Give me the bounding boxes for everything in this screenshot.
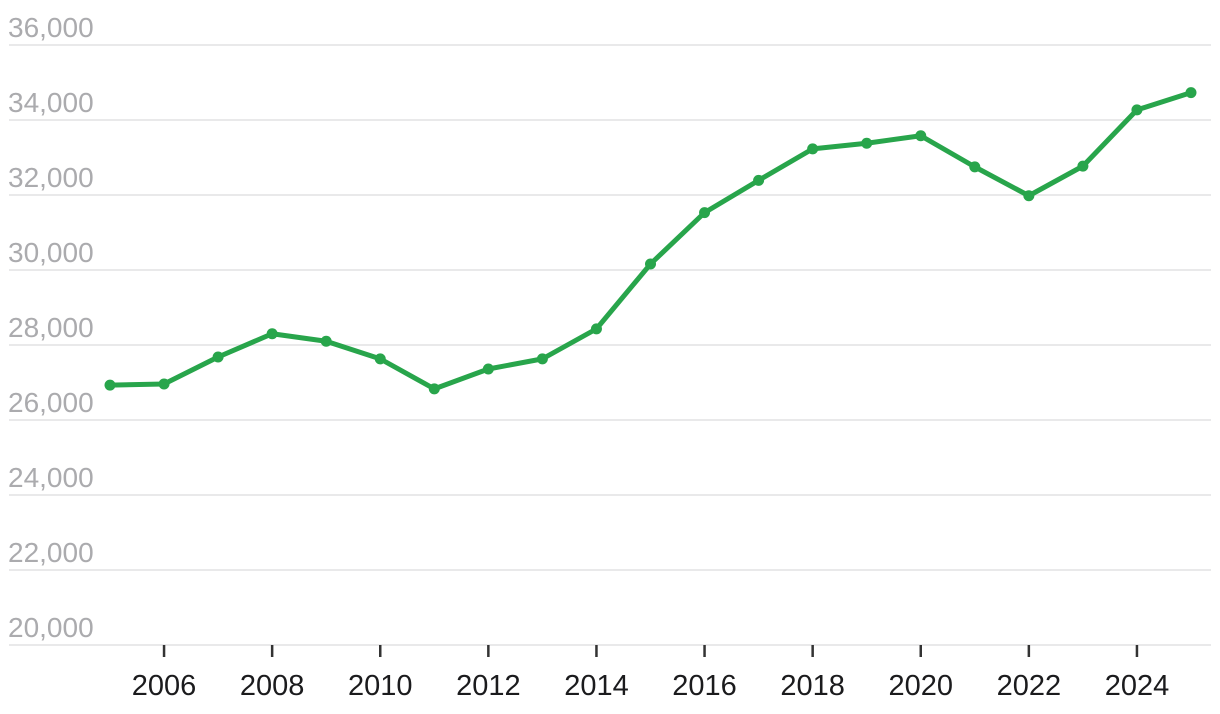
data-point bbox=[699, 207, 711, 219]
data-point bbox=[1131, 104, 1143, 116]
data-point bbox=[753, 174, 765, 186]
data-point bbox=[374, 353, 386, 365]
y-tick-label: 26,000 bbox=[8, 387, 94, 418]
data-point bbox=[536, 353, 548, 365]
data-point bbox=[158, 378, 170, 390]
x-tick-label: 2016 bbox=[672, 670, 737, 702]
data-point bbox=[1185, 87, 1197, 99]
x-tick-label: 2012 bbox=[456, 670, 521, 702]
x-tick-label: 2024 bbox=[1105, 670, 1170, 702]
y-tick-label: 28,000 bbox=[8, 312, 94, 343]
data-point bbox=[212, 351, 224, 363]
data-point bbox=[915, 130, 927, 142]
data-point bbox=[1077, 160, 1089, 172]
x-tick-label: 2022 bbox=[997, 670, 1062, 702]
data-point bbox=[482, 363, 494, 375]
data-point bbox=[104, 379, 116, 391]
data-point bbox=[320, 335, 332, 347]
y-tick-label: 32,000 bbox=[8, 162, 94, 193]
y-tick-label: 36,000 bbox=[8, 12, 94, 43]
x-tick-label: 2018 bbox=[780, 670, 845, 702]
y-tick-label: 22,000 bbox=[8, 537, 94, 568]
data-point bbox=[266, 328, 278, 340]
data-point bbox=[861, 137, 873, 149]
x-tick-label: 2020 bbox=[888, 670, 953, 702]
y-tick-label: 24,000 bbox=[8, 462, 94, 493]
data-point bbox=[645, 258, 656, 270]
x-tick-label: 2008 bbox=[240, 670, 305, 702]
data-point bbox=[428, 383, 440, 395]
data-point bbox=[969, 161, 981, 173]
x-tick-label: 2010 bbox=[348, 670, 413, 702]
data-point bbox=[807, 143, 819, 155]
x-tick-label: 2014 bbox=[564, 670, 629, 702]
x-tick-label: 2006 bbox=[132, 670, 197, 702]
data-point bbox=[1023, 190, 1035, 202]
data-point bbox=[590, 323, 602, 335]
y-tick-label: 20,000 bbox=[8, 612, 94, 643]
y-tick-label: 34,000 bbox=[8, 87, 94, 118]
y-tick-label: 30,000 bbox=[8, 237, 94, 268]
